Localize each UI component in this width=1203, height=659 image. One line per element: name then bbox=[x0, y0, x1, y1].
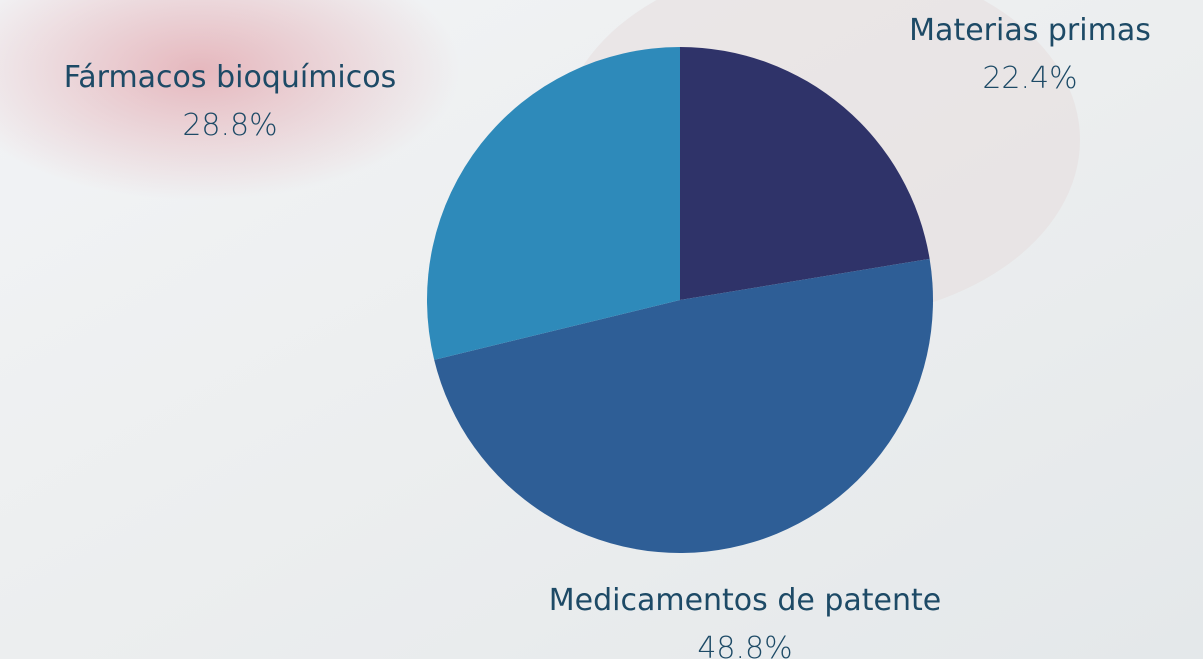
slice-label: Fármacos bioquímicos bbox=[64, 60, 396, 95]
chart: Materias primas 22.4% Medicamentos de pate… bbox=[0, 0, 1203, 659]
slice-label: Medicamentos de patente bbox=[549, 583, 942, 618]
slice-value: 28.8% bbox=[182, 108, 277, 143]
slice-value: 48.8% bbox=[697, 631, 792, 659]
slice-label: Materias primas bbox=[909, 13, 1151, 48]
slice-value: 22.4% bbox=[982, 61, 1077, 96]
